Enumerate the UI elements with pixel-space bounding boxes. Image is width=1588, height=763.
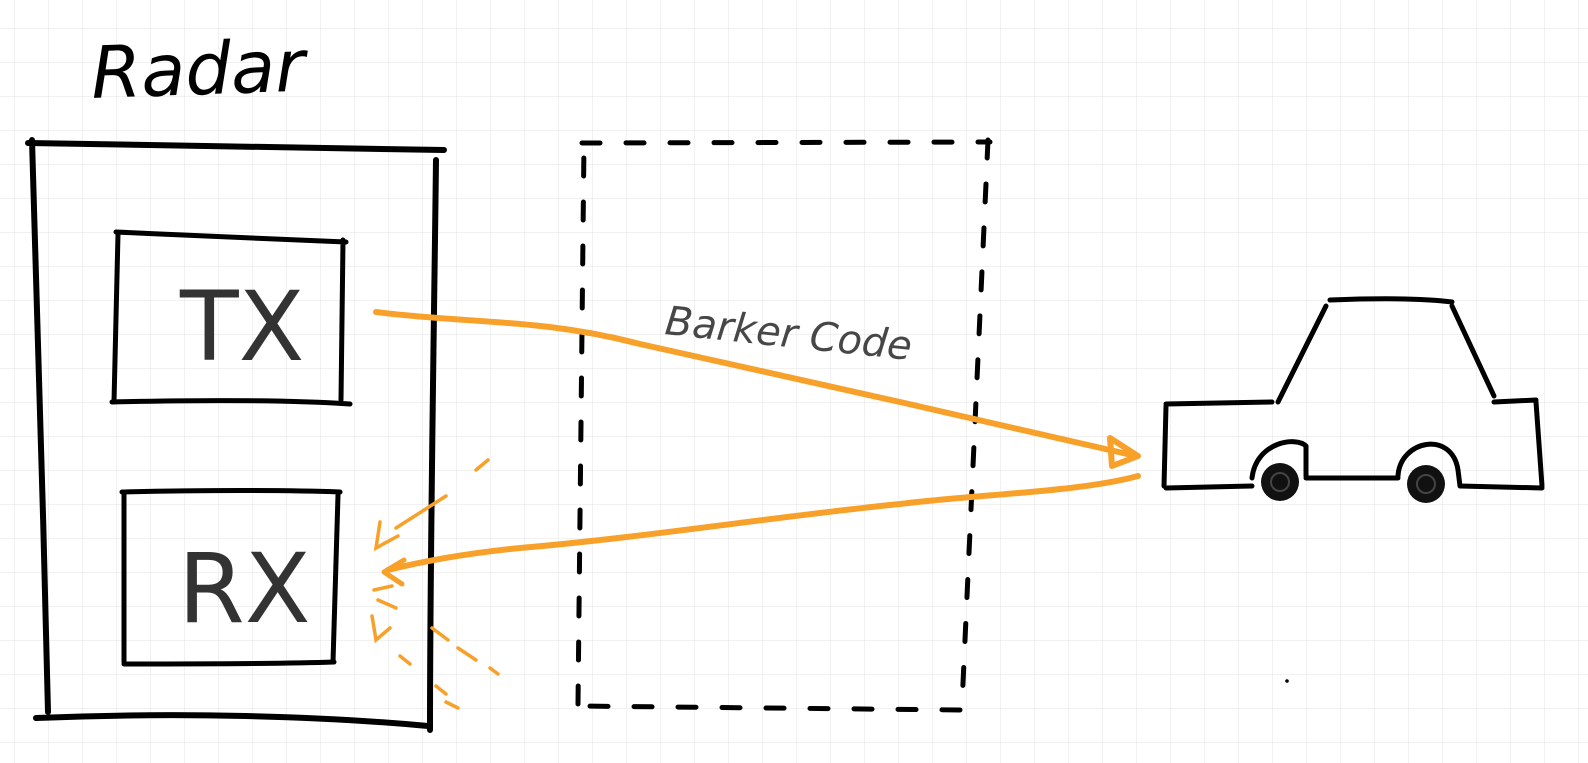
stray-dot — [1285, 679, 1289, 683]
rx-label: RX — [178, 533, 310, 645]
reflected-signal — [385, 473, 1141, 573]
rx-box — [119, 488, 343, 667]
radar-box — [25, 137, 447, 733]
arrow-head-icon — [1107, 435, 1141, 469]
tx-label: TX — [179, 271, 304, 383]
transmitted-signal — [373, 309, 1139, 459]
reflected-arrow-head — [381, 557, 407, 587]
scattered-echoes — [370, 458, 500, 710]
car-icon — [1161, 296, 1545, 503]
propagation-region — [573, 137, 993, 713]
tx-box — [109, 229, 353, 407]
diagram-title: Radar — [90, 23, 311, 115]
